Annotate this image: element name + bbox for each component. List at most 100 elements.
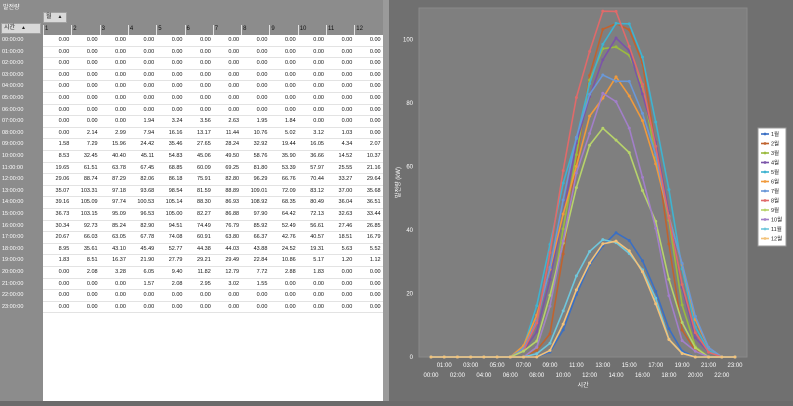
table-cell[interactable]: 11.44 (225, 129, 240, 136)
column-header[interactable]: 6 (186, 26, 190, 32)
table-cell[interactable]: 42.76 (281, 234, 296, 241)
table-cell[interactable]: 0.00 (86, 83, 98, 90)
table-cell[interactable]: 0.00 (143, 83, 155, 90)
table-cell[interactable]: 0.00 (200, 95, 211, 101)
table-cell[interactable]: 74.49 (197, 222, 211, 229)
table-cell[interactable]: 5.17 (313, 257, 324, 264)
pane-splitter[interactable] (383, 0, 389, 401)
table-cell[interactable]: 0.00 (284, 292, 296, 299)
table-cell[interactable]: 0.00 (86, 37, 98, 43)
table-cell[interactable]: 0.00 (369, 83, 381, 90)
column-header[interactable]: 10 (299, 26, 307, 32)
table-cell[interactable]: 0.00 (200, 106, 211, 113)
table-cell[interactable]: 0.00 (369, 95, 381, 101)
table-cell[interactable]: 0.00 (86, 292, 98, 299)
table-cell[interactable]: 0.00 (143, 292, 155, 299)
table-cell[interactable]: 0.00 (341, 292, 353, 299)
table-cell[interactable]: 2.63 (228, 118, 240, 125)
table-cell[interactable]: 0.00 (228, 83, 240, 90)
table-cell[interactable]: 32.92 (253, 141, 268, 148)
table-cell[interactable]: 0.00 (115, 83, 126, 90)
table-cell[interactable]: 20.67 (55, 234, 70, 241)
table-cell[interactable]: 9.40 (171, 269, 183, 275)
table-cell[interactable]: 0.00 (115, 48, 126, 55)
table-cell[interactable]: 16.16 (168, 129, 183, 136)
table-cell[interactable]: 44.03 (225, 245, 240, 252)
table-cell[interactable]: 35.68 (366, 187, 381, 194)
table-cell[interactable]: 96.29 (253, 176, 268, 183)
table-cell[interactable]: 19.65 (55, 164, 70, 171)
table-cell[interactable]: 44.38 (197, 245, 211, 252)
table-cell[interactable]: 0.00 (341, 269, 353, 275)
table-cell[interactable]: 1.94 (143, 118, 155, 125)
table-cell[interactable]: 0.00 (200, 60, 211, 67)
table-cell[interactable]: 69.25 (225, 164, 240, 171)
table-cell[interactable]: 29.49 (225, 257, 240, 264)
table-cell[interactable]: 66.76 (281, 176, 296, 183)
table-cell[interactable]: 0.00 (115, 106, 126, 113)
table-cell[interactable]: 2.07 (369, 141, 381, 148)
table-cell[interactable]: 27.46 (338, 222, 353, 229)
table-cell[interactable]: 98.54 (168, 187, 183, 194)
table-cell[interactable]: 0.00 (58, 118, 70, 125)
table-cell[interactable]: 40.57 (310, 234, 324, 241)
table-cell[interactable]: 103.15 (80, 211, 98, 217)
table-cell[interactable]: 10.86 (281, 257, 296, 264)
table-cell[interactable]: 0.00 (369, 303, 381, 310)
table-cell[interactable]: 87.29 (112, 176, 126, 183)
table-cell[interactable]: 52.77 (168, 245, 183, 252)
table-cell[interactable]: 2.99 (115, 129, 126, 136)
table-cell[interactable]: 0.00 (86, 48, 98, 55)
table-cell[interactable]: 86.93 (225, 199, 240, 206)
table-cell[interactable]: 0.00 (341, 280, 353, 287)
table-cell[interactable]: 1.95 (256, 118, 268, 125)
table-cell[interactable]: 0.00 (143, 303, 155, 310)
table-cell[interactable]: 0.00 (171, 292, 183, 299)
table-cell[interactable]: 0.00 (313, 118, 324, 125)
table-cell[interactable]: 0.00 (200, 292, 211, 299)
row-header[interactable]: 17:00:00 (2, 234, 24, 241)
column-header[interactable]: 9 (271, 26, 275, 32)
table-cell[interactable]: 0.00 (58, 37, 70, 43)
table-cell[interactable]: 0.00 (256, 48, 268, 55)
table-cell[interactable]: 0.00 (284, 48, 296, 55)
table-cell[interactable]: 0.00 (115, 60, 126, 67)
table-cell[interactable]: 0.00 (341, 48, 353, 55)
row-header[interactable]: 21:00:00 (2, 280, 24, 287)
table-cell[interactable]: 0.00 (313, 95, 324, 101)
table-cell[interactable]: 82.80 (225, 176, 240, 183)
table-cell[interactable]: 37.00 (338, 187, 353, 194)
table-cell[interactable]: 105.09 (80, 199, 98, 206)
table-cell[interactable]: 0.00 (200, 37, 211, 43)
table-cell[interactable]: 0.00 (341, 60, 353, 67)
table-cell[interactable]: 8.51 (86, 257, 98, 264)
table-cell[interactable]: 12.79 (225, 269, 240, 275)
table-cell[interactable]: 82.90 (140, 222, 155, 229)
table-cell[interactable]: 0.00 (256, 37, 268, 43)
table-cell[interactable]: 0.00 (171, 303, 183, 310)
table-cell[interactable]: 0.00 (284, 83, 296, 90)
table-cell[interactable]: 7.72 (256, 269, 268, 275)
table-cell[interactable]: 0.00 (86, 95, 98, 101)
table-cell[interactable]: 67.45 (140, 164, 155, 171)
table-cell[interactable]: 3.24 (171, 118, 183, 125)
table-cell[interactable]: 33.44 (366, 211, 381, 217)
table-cell[interactable]: 0.00 (171, 71, 183, 78)
table-cell[interactable]: 88.74 (83, 176, 98, 183)
table-cell[interactable]: 8.95 (58, 245, 70, 252)
table-cell[interactable]: 0.00 (115, 71, 126, 78)
row-header[interactable]: 04:00:00 (2, 83, 24, 90)
table-cell[interactable]: 95.09 (112, 211, 126, 217)
table-cell[interactable]: 0.00 (256, 95, 268, 101)
table-cell[interactable]: 1.83 (313, 269, 324, 275)
table-cell[interactable]: 16.37 (112, 257, 126, 264)
table-cell[interactable]: 0.00 (313, 303, 324, 310)
table-cell[interactable]: 45.49 (140, 245, 155, 252)
row-header[interactable]: 15:00:00 (2, 211, 24, 217)
table-cell[interactable]: 1.55 (256, 280, 268, 287)
table-cell[interactable]: 0.00 (369, 269, 381, 275)
table-cell[interactable]: 0.00 (200, 71, 211, 78)
table-cell[interactable]: 0.00 (369, 118, 381, 125)
row-header[interactable]: 03:00:00 (2, 71, 24, 78)
table-cell[interactable]: 0.00 (228, 292, 240, 299)
